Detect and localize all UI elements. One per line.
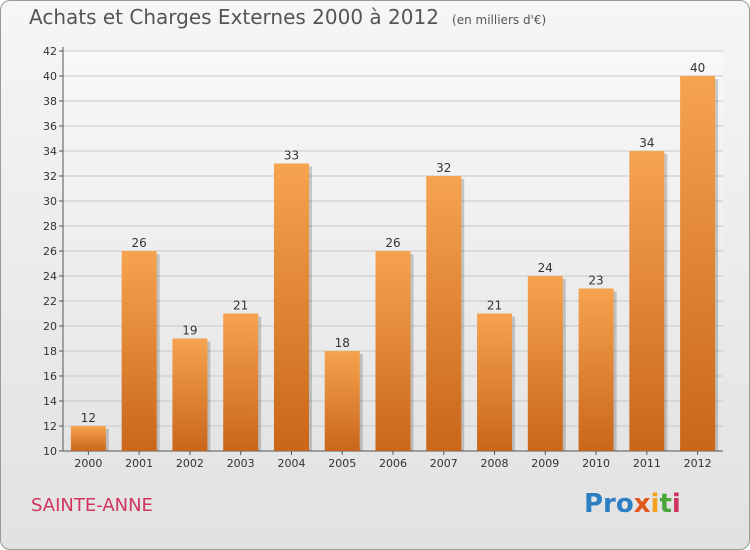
data-label: 21 bbox=[233, 299, 248, 313]
y-tick-label: 36 bbox=[43, 120, 57, 133]
logo-part: i bbox=[671, 489, 681, 519]
chart-title: Achats et Charges Externes 2000 à 2012 bbox=[29, 5, 439, 29]
bar bbox=[273, 163, 309, 451]
bar bbox=[223, 313, 259, 451]
data-label: 26 bbox=[132, 236, 147, 250]
bar bbox=[70, 426, 106, 451]
x-tick-label: 2012 bbox=[684, 457, 712, 470]
city-name: SAINTE-ANNE bbox=[31, 495, 153, 516]
data-label: 26 bbox=[385, 236, 400, 250]
data-label: 34 bbox=[639, 136, 654, 150]
y-tick-label: 26 bbox=[43, 245, 57, 258]
data-label: 18 bbox=[335, 336, 350, 350]
y-tick-label: 18 bbox=[43, 345, 57, 358]
data-label: 40 bbox=[690, 61, 705, 75]
data-label: 19 bbox=[182, 324, 197, 338]
y-tick-label: 10 bbox=[43, 445, 57, 458]
bar bbox=[680, 76, 716, 451]
y-tick-label: 22 bbox=[43, 295, 57, 308]
bar bbox=[578, 288, 614, 451]
x-tick-label: 2011 bbox=[633, 457, 661, 470]
x-tick-label: 2001 bbox=[125, 457, 153, 470]
data-label: 24 bbox=[538, 261, 553, 275]
bar bbox=[172, 338, 208, 451]
logo-part: x bbox=[633, 489, 651, 519]
y-tick-label: 42 bbox=[43, 45, 57, 58]
data-label: 32 bbox=[436, 161, 451, 175]
bar bbox=[629, 151, 665, 451]
y-tick-label: 28 bbox=[43, 220, 57, 233]
x-tick-label: 2006 bbox=[379, 457, 407, 470]
data-label: 33 bbox=[284, 149, 299, 163]
logo-part: i bbox=[650, 489, 660, 519]
x-tick-label: 2005 bbox=[328, 457, 356, 470]
proxiti-logo: Proxiti bbox=[584, 489, 681, 519]
x-tick-label: 2003 bbox=[227, 457, 255, 470]
bar bbox=[426, 176, 462, 451]
x-tick-label: 2008 bbox=[481, 457, 509, 470]
y-tick-label: 30 bbox=[43, 195, 57, 208]
x-tick-label: 2010 bbox=[582, 457, 610, 470]
logo-part: t bbox=[659, 489, 672, 519]
bar bbox=[477, 313, 513, 451]
y-tick-label: 20 bbox=[43, 320, 57, 333]
y-tick-label: 24 bbox=[43, 270, 57, 283]
chart-subtitle: (en milliers d'€) bbox=[452, 13, 547, 27]
bar bbox=[527, 276, 563, 451]
bar bbox=[121, 251, 157, 451]
y-tick-label: 12 bbox=[43, 420, 57, 433]
y-tick-label: 38 bbox=[43, 95, 57, 108]
x-tick-label: 2000 bbox=[74, 457, 102, 470]
y-tick-label: 16 bbox=[43, 370, 57, 383]
y-tick-label: 40 bbox=[43, 70, 57, 83]
title-row: Achats et Charges Externes 2000 à 2012 (… bbox=[29, 5, 546, 29]
x-tick-label: 2004 bbox=[277, 457, 305, 470]
x-tick-label: 2007 bbox=[430, 457, 458, 470]
y-tick-label: 32 bbox=[43, 170, 57, 183]
data-label: 12 bbox=[81, 411, 96, 425]
x-tick-label: 2009 bbox=[531, 457, 559, 470]
data-label: 23 bbox=[588, 274, 603, 288]
y-tick-label: 14 bbox=[43, 395, 57, 408]
bar bbox=[375, 251, 411, 451]
bar bbox=[324, 351, 360, 451]
data-label: 21 bbox=[487, 299, 502, 313]
x-tick-label: 2002 bbox=[176, 457, 204, 470]
y-tick-label: 34 bbox=[43, 145, 57, 158]
logo-part: Pro bbox=[584, 489, 634, 519]
